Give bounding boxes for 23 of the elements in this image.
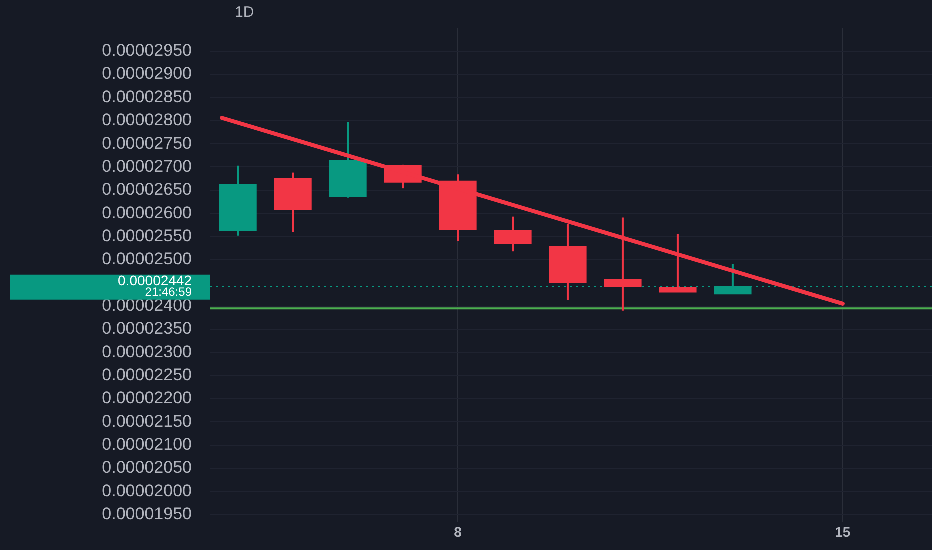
y-tick-label: 0.00002100 (102, 435, 192, 454)
y-tick-label: 0.00002300 (102, 342, 192, 362)
y-tick-label: 0.00002850 (102, 87, 192, 106)
chart-title: 1D (235, 4, 254, 22)
y-tick-label: 0.00002750 (102, 134, 192, 153)
y-tick-label: 0.00002200 (102, 388, 192, 408)
x-tick-label: 15 (835, 524, 851, 540)
y-tick-label: 0.00002950 (102, 41, 192, 60)
y-tick-label: 0.00002700 (102, 156, 192, 176)
candlestick (659, 232, 697, 294)
y-tick-label: 0.00002250 (102, 365, 192, 384)
x-tick-label: 8 (454, 524, 462, 540)
y-tick-label: 0.00002800 (102, 110, 192, 130)
y-tick-label: 0.00002050 (102, 458, 192, 478)
y-tick-label: 0.00001950 (102, 504, 192, 524)
y-tick-label: 0.00002550 (102, 226, 192, 246)
y-tick-label: 0.00002150 (102, 412, 192, 431)
y-tick-label: 0.00002600 (102, 203, 192, 222)
y-tick-label: 0.00002900 (102, 64, 192, 84)
y-tick-label: 0.00002650 (102, 180, 192, 200)
y-tick-label: 0.00002500 (102, 250, 192, 269)
y-tick-label: 0.00002000 (102, 481, 192, 500)
y-tick-label: 0.00002350 (102, 319, 192, 338)
